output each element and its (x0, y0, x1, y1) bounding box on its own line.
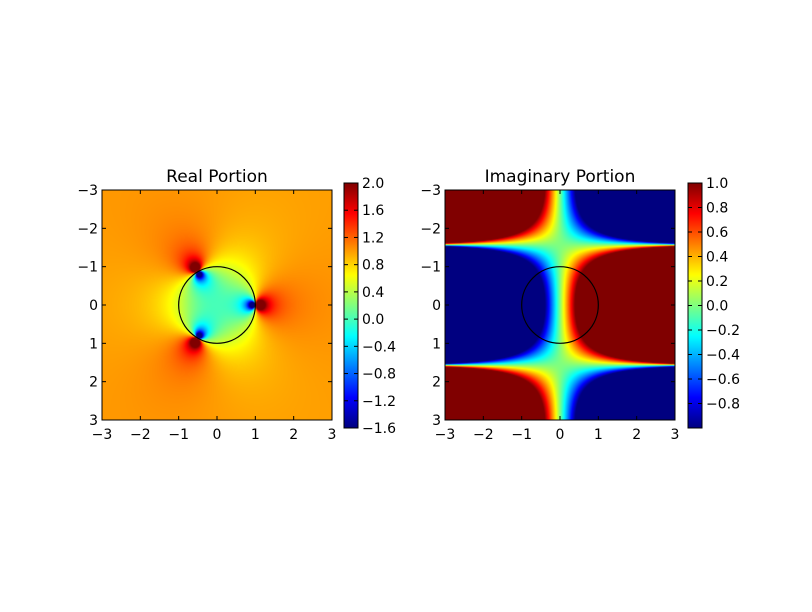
left-chart-title: Real Portion (166, 167, 268, 187)
colorbar-tick-label: 1.2 (362, 230, 384, 246)
y-tick-label: 3 (432, 413, 441, 429)
x-tick-label: 2 (632, 427, 641, 443)
x-tick-label: 0 (213, 427, 222, 443)
x-tick-label: −1 (168, 427, 189, 443)
colorbar-tick-label: 0.8 (362, 258, 384, 274)
colorbar-tick-label: 1.6 (362, 203, 384, 219)
y-tick-label: −2 (420, 221, 441, 237)
x-tick-label: −1 (511, 427, 532, 443)
colorbar-tick-label: 0.0 (706, 299, 728, 315)
colorbar-tick-label: 0.4 (706, 250, 728, 266)
y-tick-label: 2 (89, 375, 98, 391)
x-tick-label: −3 (435, 427, 456, 443)
x-tick-label: −2 (473, 427, 494, 443)
colorbar-tick-label: −0.4 (362, 339, 396, 355)
unit-circle-1 (521, 266, 599, 344)
x-tick-label: −3 (92, 427, 113, 443)
unit-circle-0 (178, 266, 256, 344)
y-tick-label: 1 (432, 336, 441, 352)
y-tick-label: −2 (77, 221, 98, 237)
real-portion-colorbar (344, 183, 358, 428)
colorbar-frame-0 (343, 182, 359, 429)
y-tick-label: −3 (420, 183, 441, 199)
real-portion-heatmap (102, 190, 332, 420)
colorbar-tick-label: −1.2 (362, 394, 396, 410)
colorbar-tick-label: 1.0 (706, 176, 728, 192)
colorbar-tick-label: 0.6 (706, 225, 728, 241)
colorbar-tick-label: 0.8 (706, 201, 728, 217)
imaginary-portion-colorbar (688, 183, 702, 428)
colorbar-tick-label: −0.2 (706, 323, 740, 339)
x-tick-label: −2 (130, 427, 151, 443)
y-tick-label: −1 (420, 260, 441, 276)
x-tick-label: 1 (251, 427, 260, 443)
colorbar-tick-label: 2.0 (362, 176, 384, 192)
y-tick-label: 0 (89, 298, 98, 314)
colorbar-tick-label: −0.8 (362, 367, 396, 383)
x-tick-label: 3 (671, 427, 680, 443)
colorbar-tick-label: −1.6 (362, 421, 396, 437)
colorbar-tick-label: −0.8 (706, 397, 740, 413)
colorbar-tick-label: 0.2 (706, 274, 728, 290)
plot-frame-0 (101, 189, 333, 421)
plot-frame-1 (444, 189, 676, 421)
right-chart-title: Imaginary Portion (484, 167, 636, 187)
colorbar-tick-label: 0.0 (362, 312, 384, 328)
x-tick-label: 1 (594, 427, 603, 443)
y-tick-label: 0 (432, 298, 441, 314)
imaginary-portion-heatmap (445, 190, 675, 420)
x-tick-label: 3 (328, 427, 337, 443)
colorbar-tick-label: −0.4 (706, 348, 740, 364)
x-tick-label: 2 (289, 427, 298, 443)
colorbar-tick-label: −0.6 (706, 372, 740, 388)
colorbar-tick-label: 0.4 (362, 285, 384, 301)
y-tick-label: 1 (89, 336, 98, 352)
y-tick-label: −1 (77, 260, 98, 276)
y-tick-label: 2 (432, 375, 441, 391)
y-tick-label: −3 (77, 183, 98, 199)
x-tick-label: 0 (556, 427, 565, 443)
y-tick-label: 3 (89, 413, 98, 429)
